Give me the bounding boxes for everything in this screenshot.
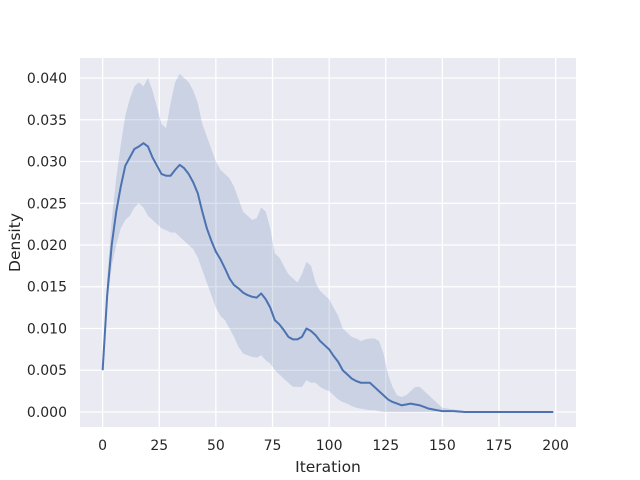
y-tick-label: 0.015 xyxy=(27,280,67,296)
y-tick-label: 0.020 xyxy=(27,238,67,254)
y-axis-label: Density xyxy=(6,213,24,272)
y-tick-label: 0.035 xyxy=(27,113,67,129)
x-tick-labels: 0 25 50 75 100 125 150 175 200 xyxy=(98,438,569,454)
x-axis-label: Iteration xyxy=(295,458,361,476)
x-tick-label: 100 xyxy=(316,438,343,454)
x-tick-label: 175 xyxy=(486,438,513,454)
y-tick-labels: 0.000 0.005 0.010 0.015 0.020 0.025 0.030 0.035… xyxy=(27,71,67,421)
x-tick-label: 200 xyxy=(542,438,569,454)
y-tick-label: 0.025 xyxy=(27,196,67,212)
y-tick-label: 0.030 xyxy=(27,155,67,171)
y-tick-label: 0.010 xyxy=(27,321,67,337)
y-tick-label: 0.040 xyxy=(27,71,67,87)
series-line xyxy=(101,142,554,413)
y-tick-label: 0.000 xyxy=(27,405,67,421)
x-tick-label: 50 xyxy=(207,438,225,454)
x-tick-label: 0 xyxy=(98,438,107,454)
x-tick-label: 150 xyxy=(429,438,456,454)
x-tick-label: 125 xyxy=(372,438,399,454)
y-tick-label: 0.005 xyxy=(27,363,67,379)
confidence-band xyxy=(102,73,554,412)
x-tick-label: 75 xyxy=(264,438,282,454)
x-tick-label: 25 xyxy=(150,438,168,454)
